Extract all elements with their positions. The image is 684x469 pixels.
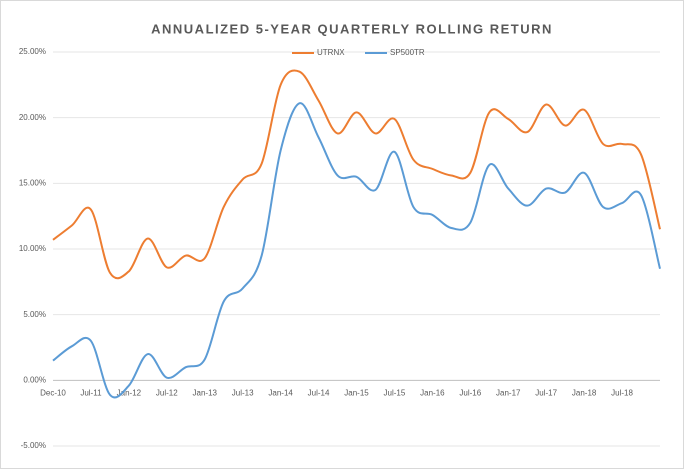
x-tick-label: Jul-14: [308, 388, 330, 397]
x-tick-label: Jul-15: [384, 388, 406, 397]
x-tick-label: Jan-13: [193, 388, 218, 397]
x-tick-label: Dec-10: [40, 388, 66, 397]
x-tick-label: Jul-13: [232, 388, 254, 397]
y-tick-label: -5.00%: [21, 441, 46, 450]
x-tick-label: Jan-12: [117, 388, 142, 397]
x-tick-label: Jan-15: [344, 388, 369, 397]
legend-label: UTRNX: [317, 48, 345, 57]
y-tick-label: 5.00%: [23, 310, 46, 319]
chart-title: ANNUALIZED 5-YEAR QUARTERLY ROLLING RETU…: [151, 21, 553, 36]
line-series: [52, 69, 661, 280]
x-tick-label: Jul-16: [459, 388, 481, 397]
x-tick-label: Jan-14: [268, 388, 293, 397]
x-tick-label: Jul-11: [80, 388, 102, 397]
y-tick-label: 15.00%: [19, 178, 46, 187]
y-tick-label: 25.00%: [19, 47, 46, 56]
y-tick-label: 0.00%: [23, 375, 46, 384]
legend-label: SP500TR: [390, 48, 425, 57]
x-tick-label: Jan-16: [420, 388, 445, 397]
line-series: [52, 102, 661, 399]
y-tick-label: 20.00%: [19, 113, 46, 122]
x-tick-label: Jan-18: [572, 388, 597, 397]
y-tick-label: 10.00%: [19, 244, 46, 253]
x-tick-label: Jul-17: [535, 388, 557, 397]
x-tick-label: Jul-18: [611, 388, 633, 397]
x-tick-label: Jan-17: [496, 388, 521, 397]
x-tick-label: Jul-12: [156, 388, 178, 397]
